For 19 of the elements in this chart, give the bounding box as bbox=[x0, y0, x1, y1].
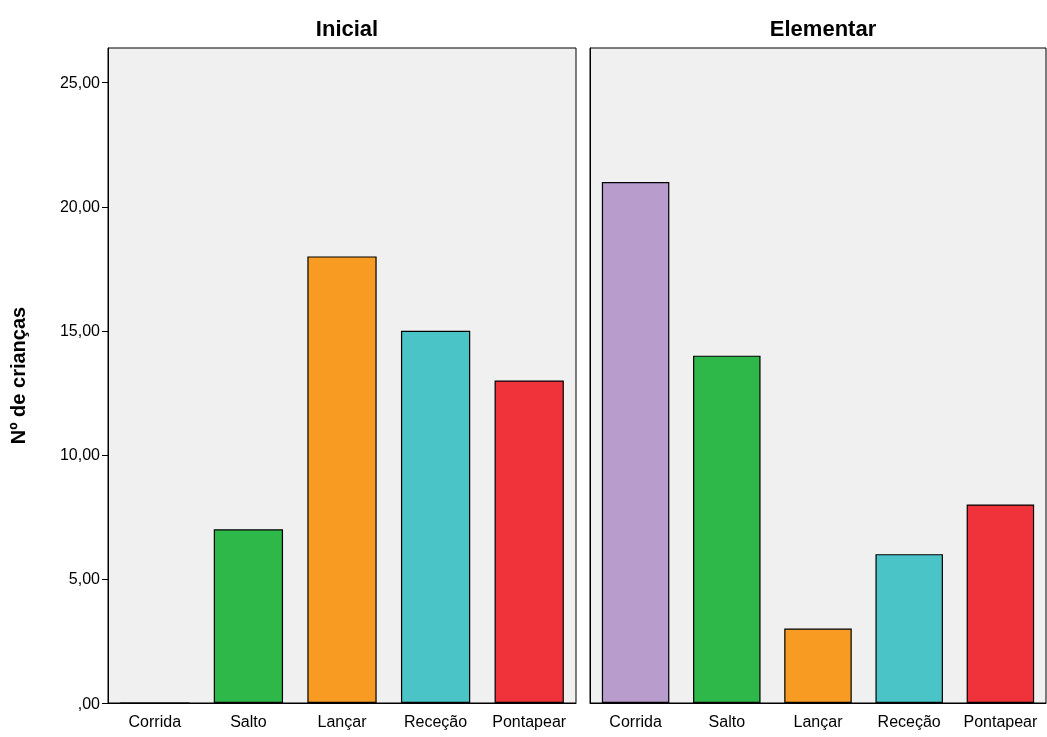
y-axis-title: Nº de crianças bbox=[7, 306, 29, 445]
y-tick-label: 20,00 bbox=[59, 198, 101, 216]
x-tick-label: Salto bbox=[708, 712, 746, 730]
x-tick-label: Receção bbox=[877, 712, 941, 730]
y-tick-label: 15,00 bbox=[59, 322, 101, 340]
x-tick-label: Corrida bbox=[609, 712, 662, 730]
y-tick-label: 5,00 bbox=[68, 570, 101, 588]
x-tick-label: Salto bbox=[230, 712, 267, 730]
y-tick-label: 25,00 bbox=[59, 74, 101, 92]
x-tick-label: Receção bbox=[404, 712, 468, 730]
x-tick-label: Pontapear bbox=[492, 712, 567, 730]
x-tick-label: Lançar bbox=[317, 712, 368, 730]
y-tick-label: 10,00 bbox=[59, 446, 101, 464]
y-tick-label: ,00 bbox=[77, 694, 101, 712]
x-tick-label: Corrida bbox=[128, 712, 182, 730]
chart-title: Elementar bbox=[769, 15, 877, 41]
x-tick-label: Pontapear bbox=[963, 712, 1038, 730]
chart-title: Inicial bbox=[315, 15, 379, 41]
x-tick-label: Lançar bbox=[793, 712, 844, 730]
